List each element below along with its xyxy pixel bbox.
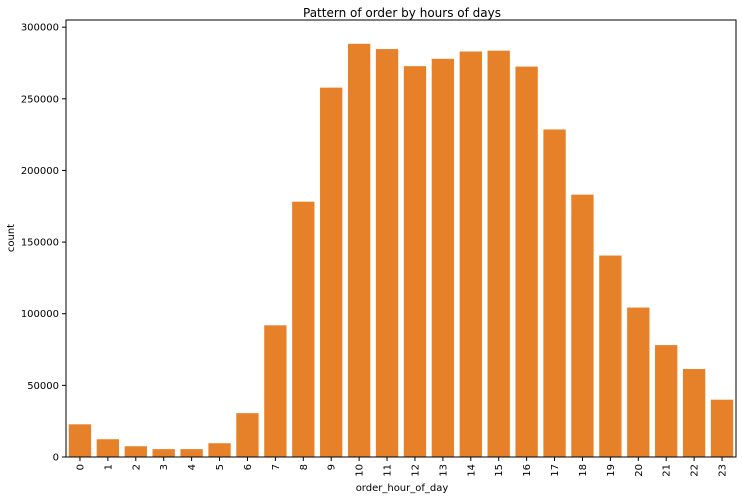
x-tick-label: 5 — [215, 464, 226, 470]
y-axis: 0 50000 100000 150000 200000 250000 300000 — [21, 23, 66, 464]
x-tick-label: 7 — [271, 464, 282, 470]
x-axis-label: order_hour_of_day — [356, 483, 449, 494]
bar-hour-15 — [487, 50, 510, 457]
bar-hour-17 — [543, 129, 566, 457]
x-tick-label: 3 — [159, 464, 170, 470]
x-tick-label: 17 — [550, 464, 561, 477]
x-tick-label: 14 — [466, 464, 477, 477]
x-tick-label: 18 — [578, 464, 589, 477]
bar-hour-11 — [375, 49, 399, 458]
bar-hour-1 — [96, 439, 120, 457]
x-tick-label: 0 — [75, 464, 86, 470]
bar-hour-8 — [292, 201, 315, 457]
y-tick-label: 100000 — [21, 309, 59, 320]
bar-hour-13 — [431, 58, 455, 457]
bar-hour-10 — [347, 43, 371, 457]
bar-hour-3 — [152, 449, 175, 457]
x-tick-label: 9 — [327, 464, 338, 470]
x-tick-label: 1 — [103, 464, 114, 470]
x-tick-label: 20 — [634, 464, 645, 477]
bar-hour-6 — [236, 413, 259, 457]
bar-hour-0 — [68, 424, 92, 457]
bar-hour-12 — [403, 66, 427, 457]
bar-hour-4 — [180, 449, 203, 457]
chart-title: Pattern of order by hours of days — [303, 6, 501, 20]
y-tick-label: 0 — [53, 453, 59, 464]
bar-hour-18 — [571, 194, 594, 457]
x-tick-label: 15 — [494, 464, 505, 477]
bar-hour-5 — [208, 443, 231, 457]
x-tick-label: 21 — [662, 464, 673, 477]
bar-hour-23 — [710, 399, 734, 457]
bar-hour-9 — [320, 87, 343, 457]
x-tick-label: 11 — [383, 464, 394, 477]
bar-hour-7 — [264, 325, 287, 457]
x-tick-label: 10 — [355, 464, 366, 477]
bar-hour-22 — [682, 369, 706, 457]
bars-group — [68, 43, 734, 458]
y-tick-label: 150000 — [21, 238, 59, 249]
x-tick-label: 12 — [410, 464, 421, 477]
x-tick-label: 2 — [131, 464, 142, 470]
x-axis: 0 1 2 3 4 5 6 7 8 9 10 11 12 13 14 15 16 17 18 19 20 21 22 23 — [75, 457, 729, 477]
x-tick-label: 22 — [690, 464, 701, 477]
x-tick-label: 6 — [243, 464, 254, 470]
x-tick-label: 8 — [299, 464, 310, 470]
bar-hour-14 — [459, 51, 482, 458]
bar-hour-20 — [627, 307, 650, 457]
x-tick-label: 19 — [606, 464, 617, 477]
y-tick-label: 50000 — [27, 381, 59, 392]
y-axis-label: count — [6, 224, 17, 252]
x-tick-label: 13 — [438, 464, 449, 477]
x-tick-label: 16 — [522, 464, 533, 477]
x-tick-label: 4 — [187, 464, 198, 470]
y-tick-label: 250000 — [21, 94, 59, 105]
bar-hour-2 — [124, 446, 147, 457]
y-tick-label: 200000 — [21, 166, 59, 177]
bar-hour-16 — [515, 66, 538, 457]
plot-frame — [65, 19, 737, 458]
x-tick-label: 23 — [718, 464, 729, 477]
bar-hour-21 — [655, 345, 678, 457]
y-tick-label: 300000 — [21, 23, 59, 34]
bar-hour-19 — [599, 255, 622, 457]
